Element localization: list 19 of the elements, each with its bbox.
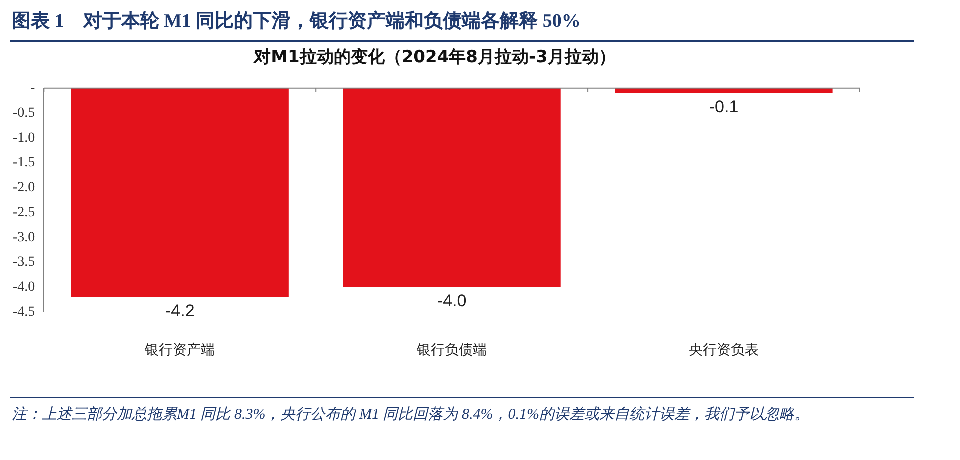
y-tick-label: -0.5 bbox=[12, 106, 36, 121]
y-tick-label: -4.0 bbox=[12, 280, 36, 296]
text: 注：上述三部分加总拖累M1 同比 8.3%，央行公布的 M1 同比回落为 8.4%，0.1%的误差或来自统计误差，我们予以忽略。 bbox=[12, 406, 810, 425]
data-label: -4.0 bbox=[437, 292, 467, 311]
y-tick-label: -2.5 bbox=[12, 205, 36, 220]
x-tick-label: 银行负债端 bbox=[416, 341, 488, 358]
y-tick-label: - bbox=[30, 81, 36, 96]
y-tick-label: -2.0 bbox=[12, 180, 36, 196]
y-tick-label: -1.5 bbox=[12, 156, 36, 171]
x-tick-label: 银行资产端 bbox=[144, 341, 216, 358]
y-tick-label: -3.0 bbox=[12, 230, 36, 246]
data-label: -4.2 bbox=[165, 301, 195, 320]
x-tick-label: 央行资负表 bbox=[689, 341, 760, 358]
chart-title: 图表 1 对于本轮 M1 同比的下滑，银行资产端和负债端各解释 50% bbox=[12, 10, 582, 34]
chart-subtitle: 对M1拉动的变化（2024年8月拉动-3月拉动） bbox=[253, 48, 616, 68]
y-tick-label: -4.5 bbox=[12, 304, 36, 320]
y-tick-label: -3.5 bbox=[12, 255, 36, 270]
y-tick-label: -1.0 bbox=[12, 130, 36, 146]
data-label: -0.1 bbox=[709, 98, 739, 117]
